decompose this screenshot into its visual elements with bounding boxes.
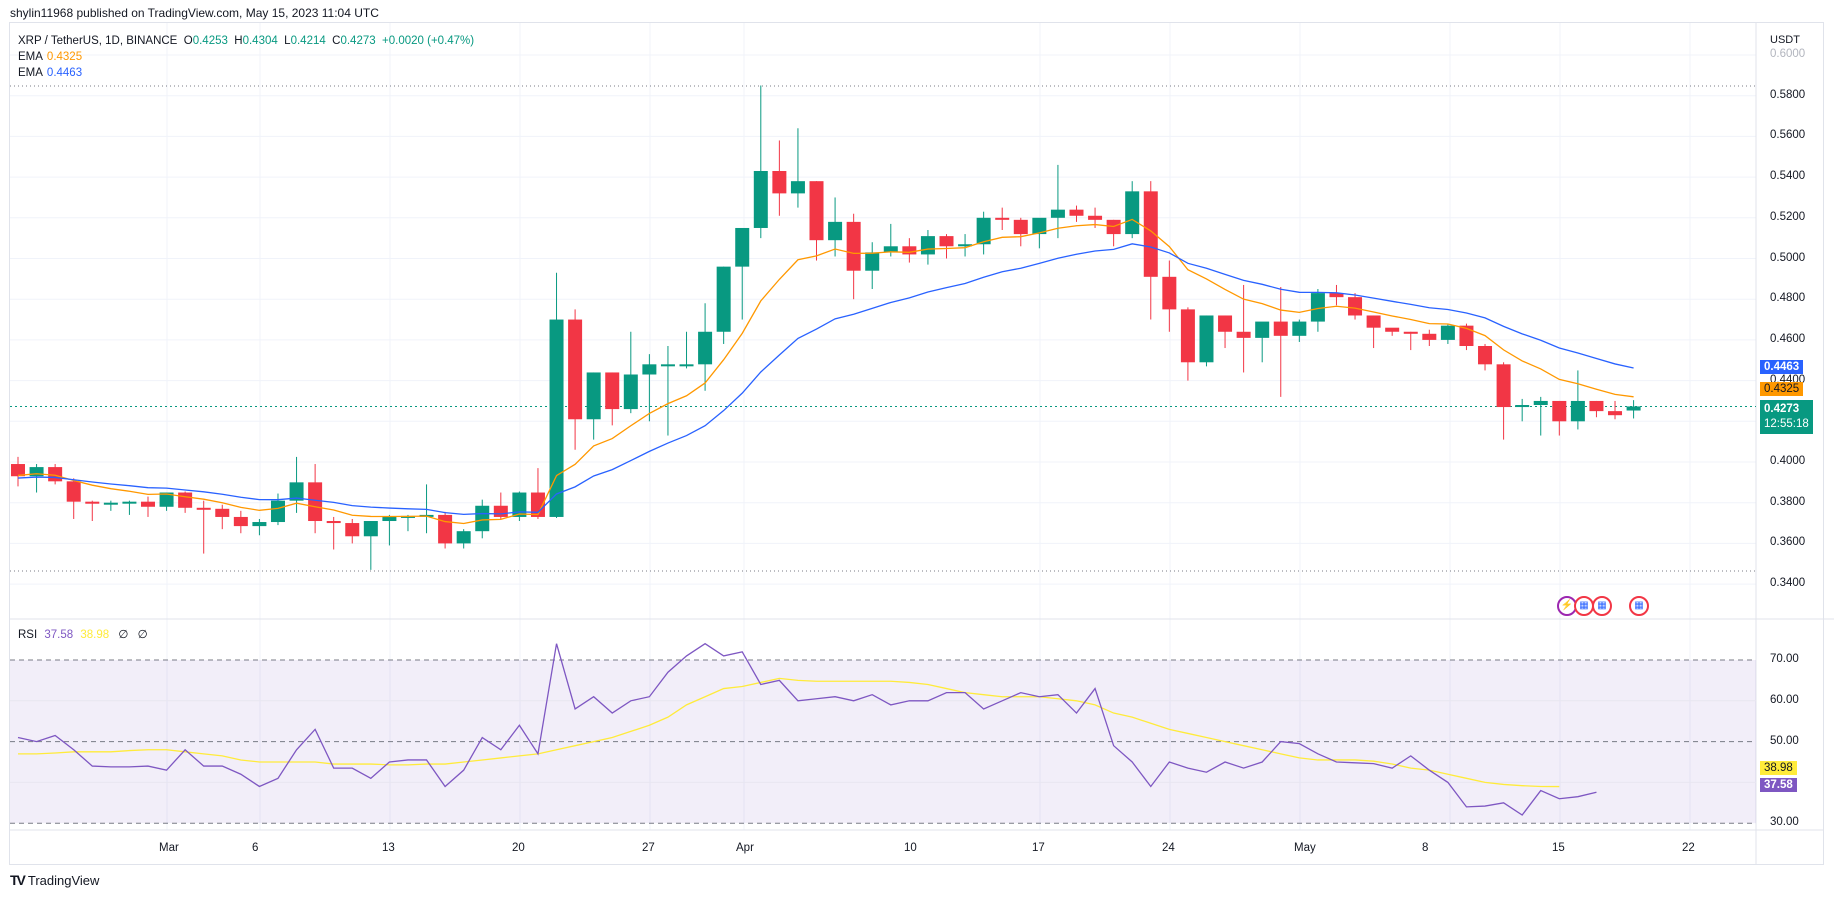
time-tick: Mar xyxy=(159,842,179,854)
time-tick: 20 xyxy=(512,842,525,854)
time-tick: 13 xyxy=(382,842,395,854)
time-tick: 24 xyxy=(1162,842,1175,854)
time-tick: 6 xyxy=(252,842,259,854)
high-value: 0.4304 xyxy=(242,35,278,47)
ema-fast-price-tag: 0.4325 xyxy=(1760,382,1804,396)
price-tick: 0.5800 xyxy=(1770,88,1806,101)
price-tick: 0.5200 xyxy=(1770,210,1806,223)
time-tick: 10 xyxy=(904,842,917,854)
time-tick: May xyxy=(1294,842,1316,854)
tradingview-footer: TV TradingView xyxy=(10,872,99,888)
us-flag-event-icon[interactable]: ▦ xyxy=(1629,596,1649,616)
rsi-legend[interactable]: RSI 37.58 38.98 ∅ ∅ xyxy=(18,627,148,641)
symbol-name[interactable]: XRP / TetherUS, 1D, BINANCE xyxy=(18,35,178,47)
bar-countdown: 12:55:18 xyxy=(1764,418,1809,430)
time-tick: 27 xyxy=(642,842,655,854)
low-value: 0.4214 xyxy=(290,35,326,47)
time-tick: 17 xyxy=(1032,842,1045,854)
change-value: +0.0020 (+0.47%) xyxy=(382,35,475,47)
ema-fast-legend[interactable]: EMA 0.4325 xyxy=(18,51,83,63)
last-price-value: 0.4273 xyxy=(1764,403,1800,415)
symbol-legend: XRP / TetherUS, 1D, BINANCE O0.4253 H0.4… xyxy=(18,35,475,47)
rsi-tick: 60.00 xyxy=(1770,693,1799,706)
price-tick: 0.4800 xyxy=(1770,292,1806,305)
last-price-tag: 0.4273 12:55:18 xyxy=(1760,400,1813,434)
time-tick: 15 xyxy=(1552,842,1565,854)
rsi-tick: 50.00 xyxy=(1770,734,1799,747)
published-caption: shylin11968 published on TradingView.com… xyxy=(10,6,379,20)
price-tick: 0.4600 xyxy=(1770,332,1806,345)
price-tick: 0.3600 xyxy=(1770,536,1806,549)
price-tick: 0.5600 xyxy=(1770,129,1806,142)
time-tick: Apr xyxy=(736,842,754,854)
rsi-tick: 30.00 xyxy=(1770,816,1799,829)
currency-label[interactable]: USDT xyxy=(1770,34,1800,46)
rsi-label: RSI xyxy=(18,629,38,641)
rsi-ma-tag: 38.98 xyxy=(1760,761,1797,775)
price-tick: 0.5400 xyxy=(1770,170,1806,183)
ema-slow-legend[interactable]: EMA 0.4463 xyxy=(18,67,83,79)
time-tick: 22 xyxy=(1682,842,1695,854)
time-tick: 8 xyxy=(1422,842,1429,854)
price-tick: 0.4000 xyxy=(1770,455,1806,467)
price-tick: 0.6000 xyxy=(1770,48,1806,60)
rsi-value-tag: 37.58 xyxy=(1760,778,1797,792)
ema-slow-value: 0.4463 xyxy=(46,67,83,79)
brand-name: TradingView xyxy=(27,872,100,888)
rsi-extra-1: ∅ xyxy=(118,629,129,641)
open-value: 0.4253 xyxy=(192,35,228,47)
ema-fast-value: 0.4325 xyxy=(46,51,83,63)
price-tick: 0.3800 xyxy=(1770,495,1806,508)
rsi-ma-value: 38.98 xyxy=(80,629,110,641)
rsi-extra-2: ∅ xyxy=(137,629,148,641)
tradingview-logo-icon: TV xyxy=(10,872,26,888)
ema-slow-price-tag: 0.4463 xyxy=(1760,360,1804,374)
rsi-value: 37.58 xyxy=(44,629,74,641)
us-flag-event-icon[interactable]: ▦ xyxy=(1574,596,1594,616)
close-value: 0.4273 xyxy=(340,35,376,47)
chart-frame xyxy=(9,22,1824,865)
price-tick: 0.3400 xyxy=(1770,577,1806,590)
rsi-tick: 70.00 xyxy=(1770,653,1799,665)
us-flag-event-icon[interactable]: ▦ xyxy=(1592,596,1612,616)
price-tick: 0.5000 xyxy=(1770,251,1806,264)
